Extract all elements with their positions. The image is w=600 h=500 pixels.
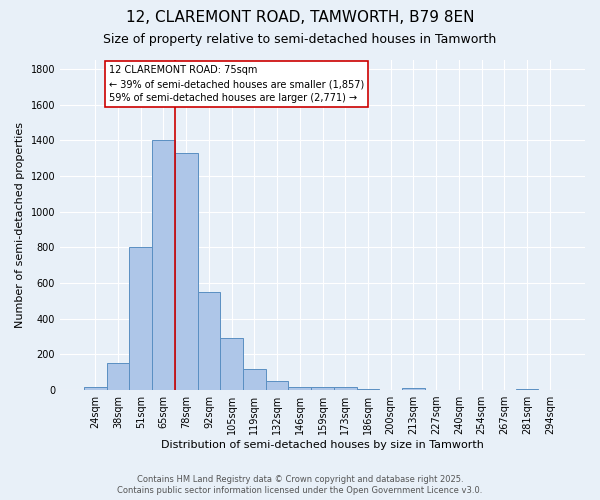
Bar bbox=[107, 364, 130, 390]
Bar bbox=[84, 388, 107, 390]
Text: 12 CLAREMONT ROAD: 75sqm
← 39% of semi-detached houses are smaller (1,857)
59% o: 12 CLAREMONT ROAD: 75sqm ← 39% of semi-d… bbox=[109, 66, 365, 104]
Bar bbox=[515, 389, 538, 390]
Text: 12, CLAREMONT ROAD, TAMWORTH, B79 8EN: 12, CLAREMONT ROAD, TAMWORTH, B79 8EN bbox=[126, 10, 474, 25]
Y-axis label: Number of semi-detached properties: Number of semi-detached properties bbox=[15, 122, 25, 328]
Bar bbox=[197, 292, 220, 390]
Text: Size of property relative to semi-detached houses in Tamworth: Size of property relative to semi-detach… bbox=[103, 32, 497, 46]
Bar bbox=[356, 389, 379, 390]
Bar bbox=[402, 388, 425, 390]
Bar bbox=[311, 388, 334, 390]
Bar bbox=[220, 338, 243, 390]
Bar bbox=[130, 248, 152, 390]
Bar bbox=[334, 388, 356, 390]
Bar bbox=[175, 153, 197, 390]
X-axis label: Distribution of semi-detached houses by size in Tamworth: Distribution of semi-detached houses by … bbox=[161, 440, 484, 450]
Text: Contains public sector information licensed under the Open Government Licence v3: Contains public sector information licen… bbox=[118, 486, 482, 495]
Bar bbox=[289, 386, 311, 390]
Text: Contains HM Land Registry data © Crown copyright and database right 2025.: Contains HM Land Registry data © Crown c… bbox=[137, 475, 463, 484]
Bar bbox=[152, 140, 175, 390]
Bar bbox=[266, 381, 289, 390]
Bar bbox=[243, 368, 266, 390]
